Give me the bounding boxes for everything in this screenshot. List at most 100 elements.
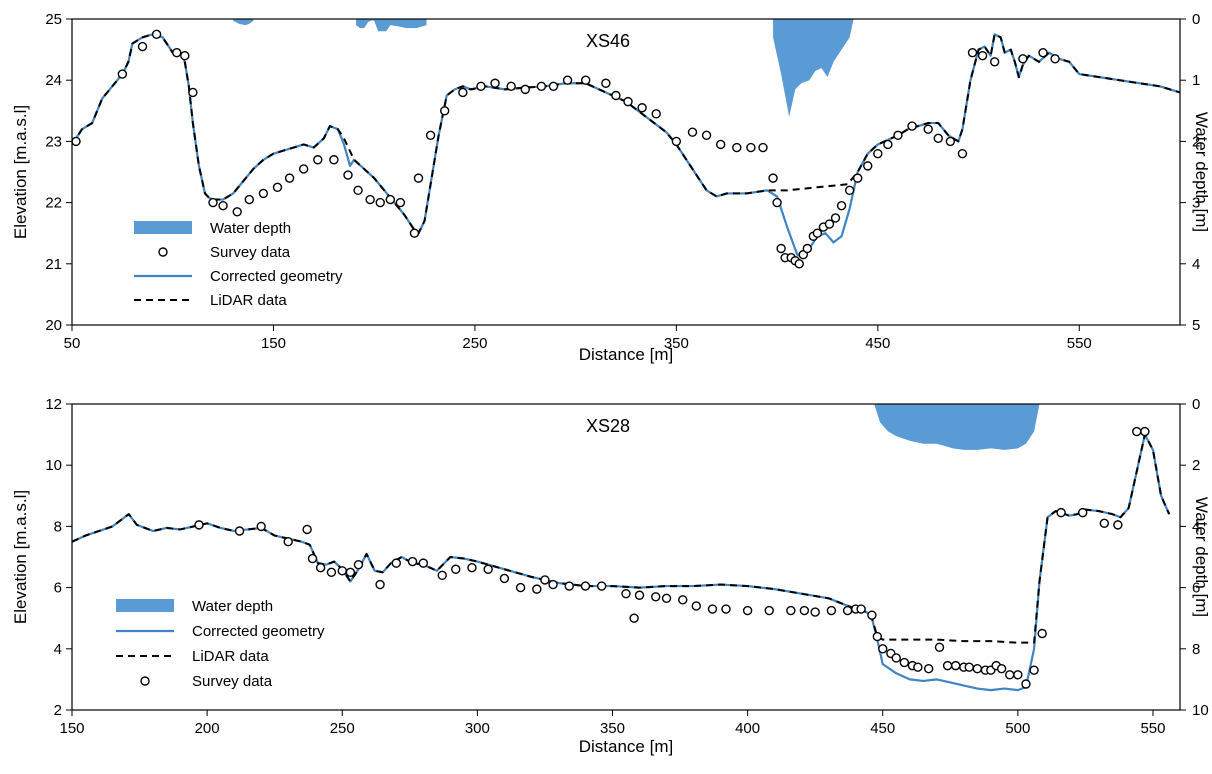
x-tick-label: 350 xyxy=(600,720,625,737)
y2-tick-label: 6 xyxy=(1192,580,1200,597)
y-tick-label: 25 xyxy=(45,11,62,28)
y-tick-label: 22 xyxy=(45,195,62,212)
survey-point xyxy=(180,51,190,61)
y2-tick-label: 4 xyxy=(1192,256,1200,273)
survey-point xyxy=(284,173,295,183)
plot-frame xyxy=(71,18,1181,326)
survey-point xyxy=(353,559,364,570)
x-tick-label: 550 xyxy=(1140,720,1165,737)
y2-tick-label: 5 xyxy=(1192,317,1200,334)
survey-point xyxy=(307,553,318,564)
survey-point xyxy=(490,78,500,88)
legend-label: Survey data xyxy=(210,244,291,261)
survey-point xyxy=(852,173,863,183)
survey-point xyxy=(172,47,182,58)
x-tick-label: 300 xyxy=(465,720,490,737)
x-tick-label: 250 xyxy=(330,720,355,737)
survey-point xyxy=(234,526,245,536)
survey-point xyxy=(272,182,283,193)
x-tick-label: 450 xyxy=(865,335,890,352)
chart-title: XS46 xyxy=(586,31,630,51)
survey-point xyxy=(957,148,968,159)
x-tick-label: 500 xyxy=(1005,720,1030,737)
survey-point xyxy=(1050,54,1060,64)
survey-point xyxy=(671,136,682,147)
survey-point xyxy=(232,207,242,217)
survey-point xyxy=(315,563,326,573)
survey-point xyxy=(1013,670,1023,680)
survey-point xyxy=(942,660,953,671)
survey-point xyxy=(923,124,933,134)
survey-point xyxy=(893,130,903,140)
survey-point xyxy=(794,259,804,269)
y2-tick-label: 3 xyxy=(1192,195,1200,212)
survey-point xyxy=(872,631,883,642)
survey-point xyxy=(1038,47,1048,58)
water-depth-area xyxy=(874,404,1040,450)
survey-point xyxy=(844,185,855,196)
y-axis-label: Elevation [m.a.s.l] xyxy=(11,490,30,624)
survey-point xyxy=(395,197,406,208)
survey-point xyxy=(967,47,978,58)
y-axis-label: Elevation [m.a.s.l] xyxy=(11,105,30,239)
y2-tick-label: 8 xyxy=(1192,641,1200,658)
survey-point xyxy=(1078,507,1088,518)
survey-point xyxy=(758,142,768,153)
y2-tick-label: 2 xyxy=(1192,133,1200,150)
x-tick-label: 150 xyxy=(261,335,286,352)
survey-point xyxy=(742,605,753,616)
survey-point xyxy=(824,219,835,229)
survey-point xyxy=(945,136,956,147)
survey-point xyxy=(520,84,530,95)
survey-point xyxy=(802,243,813,254)
survey-point xyxy=(601,78,611,88)
survey-point xyxy=(977,51,988,61)
survey-point xyxy=(337,566,347,576)
survey-point xyxy=(934,642,945,652)
legend-label: LiDAR data xyxy=(210,292,287,309)
legend-label: Corrected geometry xyxy=(192,623,325,640)
survey-point xyxy=(1140,426,1150,437)
legend-swatch-survey-data xyxy=(140,676,150,686)
chart-panel-xs46: 50 150 250 350 450 550202122232425543210XS46D… xyxy=(11,11,1211,364)
survey-point xyxy=(506,81,516,92)
survey-point xyxy=(407,556,418,567)
y-tick-label: 6 xyxy=(54,580,62,597)
survey-point xyxy=(596,581,607,591)
survey-point xyxy=(326,567,337,577)
survey-point xyxy=(258,188,269,199)
survey-point xyxy=(298,164,309,174)
survey-point xyxy=(830,213,841,223)
survey-point xyxy=(345,567,356,577)
survey-point xyxy=(629,613,639,623)
survey-point xyxy=(1029,665,1039,675)
survey-point xyxy=(907,121,917,131)
survey-point xyxy=(776,243,786,254)
survey-point xyxy=(661,593,672,604)
survey-point xyxy=(1132,426,1142,437)
survey-point xyxy=(637,103,647,113)
y-tick-label: 2 xyxy=(54,702,62,719)
y-tick-label: 10 xyxy=(45,457,62,474)
y-tick-label: 12 xyxy=(45,396,62,413)
survey-point xyxy=(691,601,701,611)
water-depth-area xyxy=(773,19,854,117)
survey-point xyxy=(329,155,339,165)
survey-point xyxy=(883,139,893,150)
survey-point xyxy=(483,564,493,574)
survey-point xyxy=(548,579,558,590)
survey-point xyxy=(651,109,661,119)
x-tick-label: 550 xyxy=(1067,335,1092,352)
y2-tick-label: 1 xyxy=(1192,72,1200,89)
chart-title: XS28 xyxy=(586,416,630,436)
survey-point xyxy=(933,133,943,144)
survey-point xyxy=(651,592,661,602)
survey-point xyxy=(913,662,923,672)
survey-point xyxy=(707,604,718,614)
legend-swatch-water-depth xyxy=(116,599,174,612)
plot-frame xyxy=(71,403,1181,711)
survey-point xyxy=(151,29,162,39)
survey-point xyxy=(867,610,877,620)
y2-axis-label: Water depth [m] xyxy=(1192,497,1211,617)
survey-point xyxy=(732,142,742,153)
